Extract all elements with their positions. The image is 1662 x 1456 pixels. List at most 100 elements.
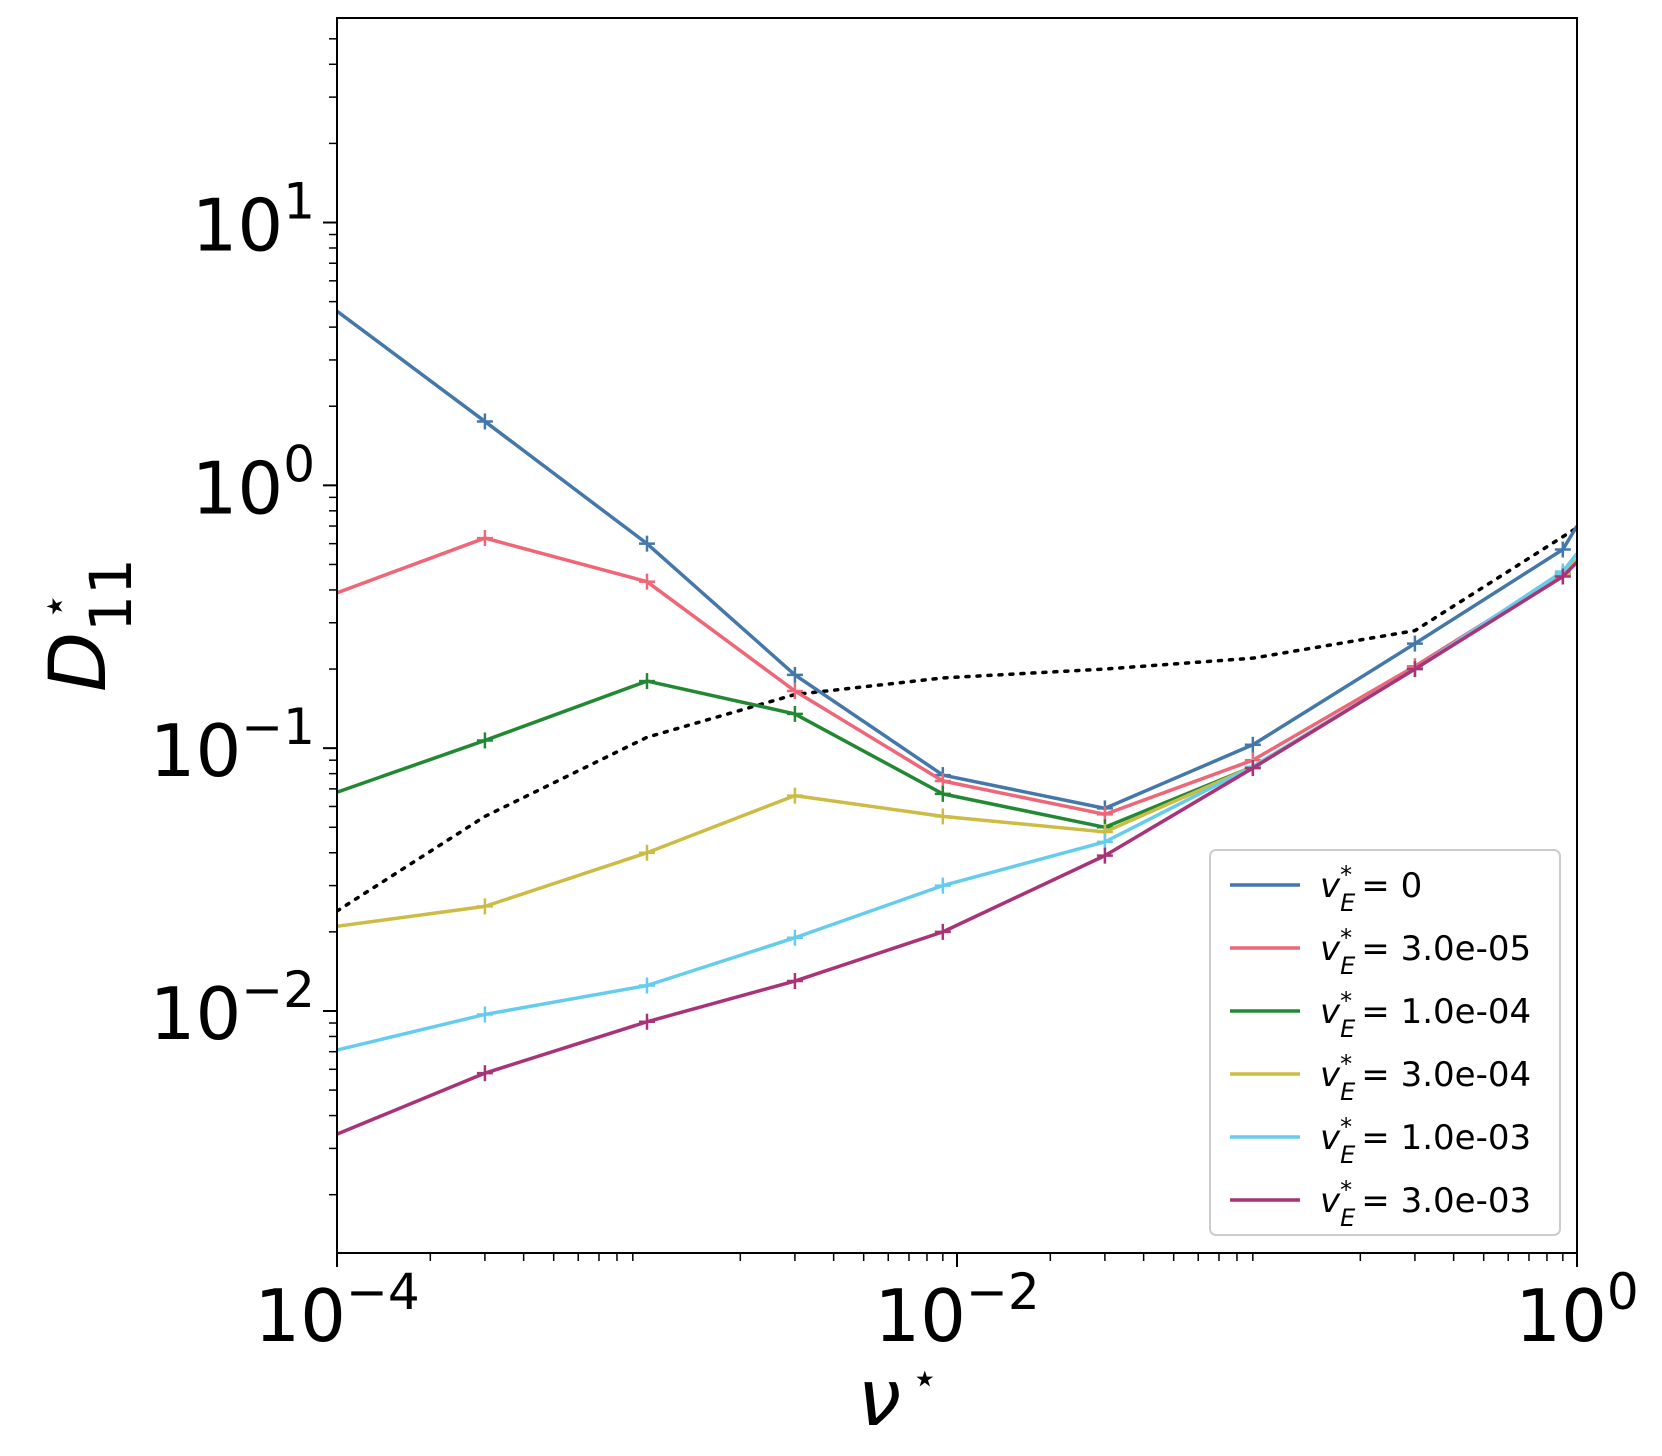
data-point-marker <box>476 413 493 430</box>
legend-label: v* E = 3.0e-04 <box>1320 1050 1531 1106</box>
x-tick-exponent: 0 <box>1607 1263 1639 1321</box>
data-point-marker <box>639 844 655 861</box>
series-5 <box>337 560 1577 1136</box>
y-tick-base: 10 <box>192 184 284 268</box>
x-tick-label: 100 <box>1515 1263 1638 1358</box>
legend-value: = 3.0e-05 <box>1361 929 1531 969</box>
legend-symbol: v <box>1320 1118 1341 1158</box>
legend-box <box>1209 849 1561 1236</box>
legend-symbol: v <box>1320 1181 1341 1221</box>
reference-dotted-line <box>337 525 1577 913</box>
x-tick-exponent: −2 <box>966 1263 1040 1321</box>
data-point-marker <box>639 977 655 994</box>
series-line <box>337 560 1577 1136</box>
data-point-marker <box>1096 847 1113 864</box>
legend-value: = 0 <box>1361 866 1422 906</box>
data-point-marker <box>476 732 493 749</box>
y-tick-label: 100 <box>192 435 315 530</box>
legend-value: = 3.0e-03 <box>1361 1181 1531 1221</box>
legend-superscript: * <box>1340 1050 1352 1078</box>
legend-label: v* E = 0 <box>1320 861 1422 917</box>
legend-symbol: v <box>1320 1055 1341 1095</box>
y-tick-exponent: −2 <box>241 961 315 1019</box>
data-point-marker <box>476 1006 493 1023</box>
legend-label: v* E = 3.0e-03 <box>1320 1176 1531 1232</box>
data-point-marker <box>639 1013 655 1030</box>
x-axis-label: ν ⋆ <box>857 1353 938 1444</box>
data-point-marker <box>639 673 655 690</box>
legend-superscript: * <box>1340 1176 1352 1204</box>
legend-label: v* E = 1.0e-03 <box>1320 1113 1531 1169</box>
data-point-marker <box>1406 635 1423 652</box>
legend-subscript: E <box>1340 1078 1356 1106</box>
plot-lines <box>337 309 1577 1136</box>
data-point-marker <box>786 666 803 683</box>
legend-symbol: v <box>1320 992 1341 1032</box>
data-point-marker <box>934 923 951 940</box>
x-tick-label: 10−2 <box>874 1263 1039 1358</box>
legend-entry: v* E = 1.0e-03 <box>1230 1113 1531 1169</box>
x-axis-label-symbol: ν <box>857 1354 901 1444</box>
y-tick-label: 101 <box>192 173 315 268</box>
data-point-marker <box>1244 736 1261 753</box>
data-point-marker <box>1096 833 1113 850</box>
data-point-marker <box>786 683 803 700</box>
plot-frame <box>336 17 1578 1254</box>
y-tick-exponent: 1 <box>283 173 315 231</box>
y-tick-base: 10 <box>150 972 242 1056</box>
data-point-marker <box>786 973 803 990</box>
legend-entry: v* E = 3.0e-03 <box>1230 1176 1531 1232</box>
legend-value: = 1.0e-03 <box>1361 1118 1531 1158</box>
y-tick-label: 10−2 <box>150 961 315 1056</box>
x-tick-label: 10−4 <box>254 1263 419 1358</box>
data-point-marker <box>476 1065 493 1082</box>
legend-superscript: * <box>1340 924 1352 952</box>
legend-superscript: * <box>1340 987 1352 1015</box>
y-tick-base: 10 <box>150 709 242 793</box>
legend-label: v* E = 1.0e-04 <box>1320 987 1531 1043</box>
data-point-marker <box>934 785 951 802</box>
y-axis-label-star: ⋆ <box>29 593 80 621</box>
data-point-marker <box>786 929 803 946</box>
legend-superscript: * <box>1340 861 1352 889</box>
legend-subscript: E <box>1340 889 1356 917</box>
legend-subscript: E <box>1340 1015 1356 1043</box>
svg-text:D11⋆: D11⋆ <box>29 558 145 692</box>
series-line <box>337 552 1577 1052</box>
minor-ticks <box>329 38 1564 1261</box>
data-point-marker <box>1406 661 1423 678</box>
data-point-marker <box>639 535 655 552</box>
legend-entry: v* E = 0 <box>1230 861 1422 917</box>
legend-symbol: v <box>1320 866 1341 906</box>
y-tick-label: 10−1 <box>150 698 315 793</box>
legend-symbol: v <box>1320 929 1341 969</box>
legend-value: = 3.0e-04 <box>1361 1055 1531 1095</box>
data-point-marker <box>1554 568 1571 585</box>
data-point-marker <box>786 705 803 722</box>
legend-subscript: E <box>1340 1204 1356 1232</box>
data-point-marker <box>1244 760 1261 777</box>
data-point-marker <box>934 808 951 825</box>
y-axis-label-symbol: D <box>34 632 124 692</box>
data-point-marker <box>1554 541 1571 558</box>
legend: v* E = 0v* E = 3.0e-05v* E = 1.0e-04v* E = 3.0e-… <box>1209 849 1561 1236</box>
x-tick-exponent: −4 <box>346 1263 420 1321</box>
y-tick-exponent: −1 <box>241 698 315 756</box>
data-point-marker <box>476 898 493 915</box>
data-point-marker <box>476 530 493 547</box>
legend-superscript: * <box>1340 1113 1352 1141</box>
data-point-marker <box>786 787 803 804</box>
series-line <box>337 309 1577 811</box>
x-axis-label-star: ⋆ <box>911 1353 939 1404</box>
legend-subscript: E <box>1340 952 1356 980</box>
legend-entry: v* E = 3.0e-04 <box>1230 1050 1531 1106</box>
major-ticks <box>323 221 1578 1267</box>
legend-value: = 1.0e-04 <box>1361 992 1531 1032</box>
x-tick-base: 10 <box>254 1274 346 1358</box>
y-axis-label-subscript: 11 <box>77 558 145 632</box>
x-tick-base: 10 <box>874 1274 966 1358</box>
legend-subscript: E <box>1340 1141 1356 1169</box>
y-axis-label: D11⋆ <box>29 558 145 692</box>
